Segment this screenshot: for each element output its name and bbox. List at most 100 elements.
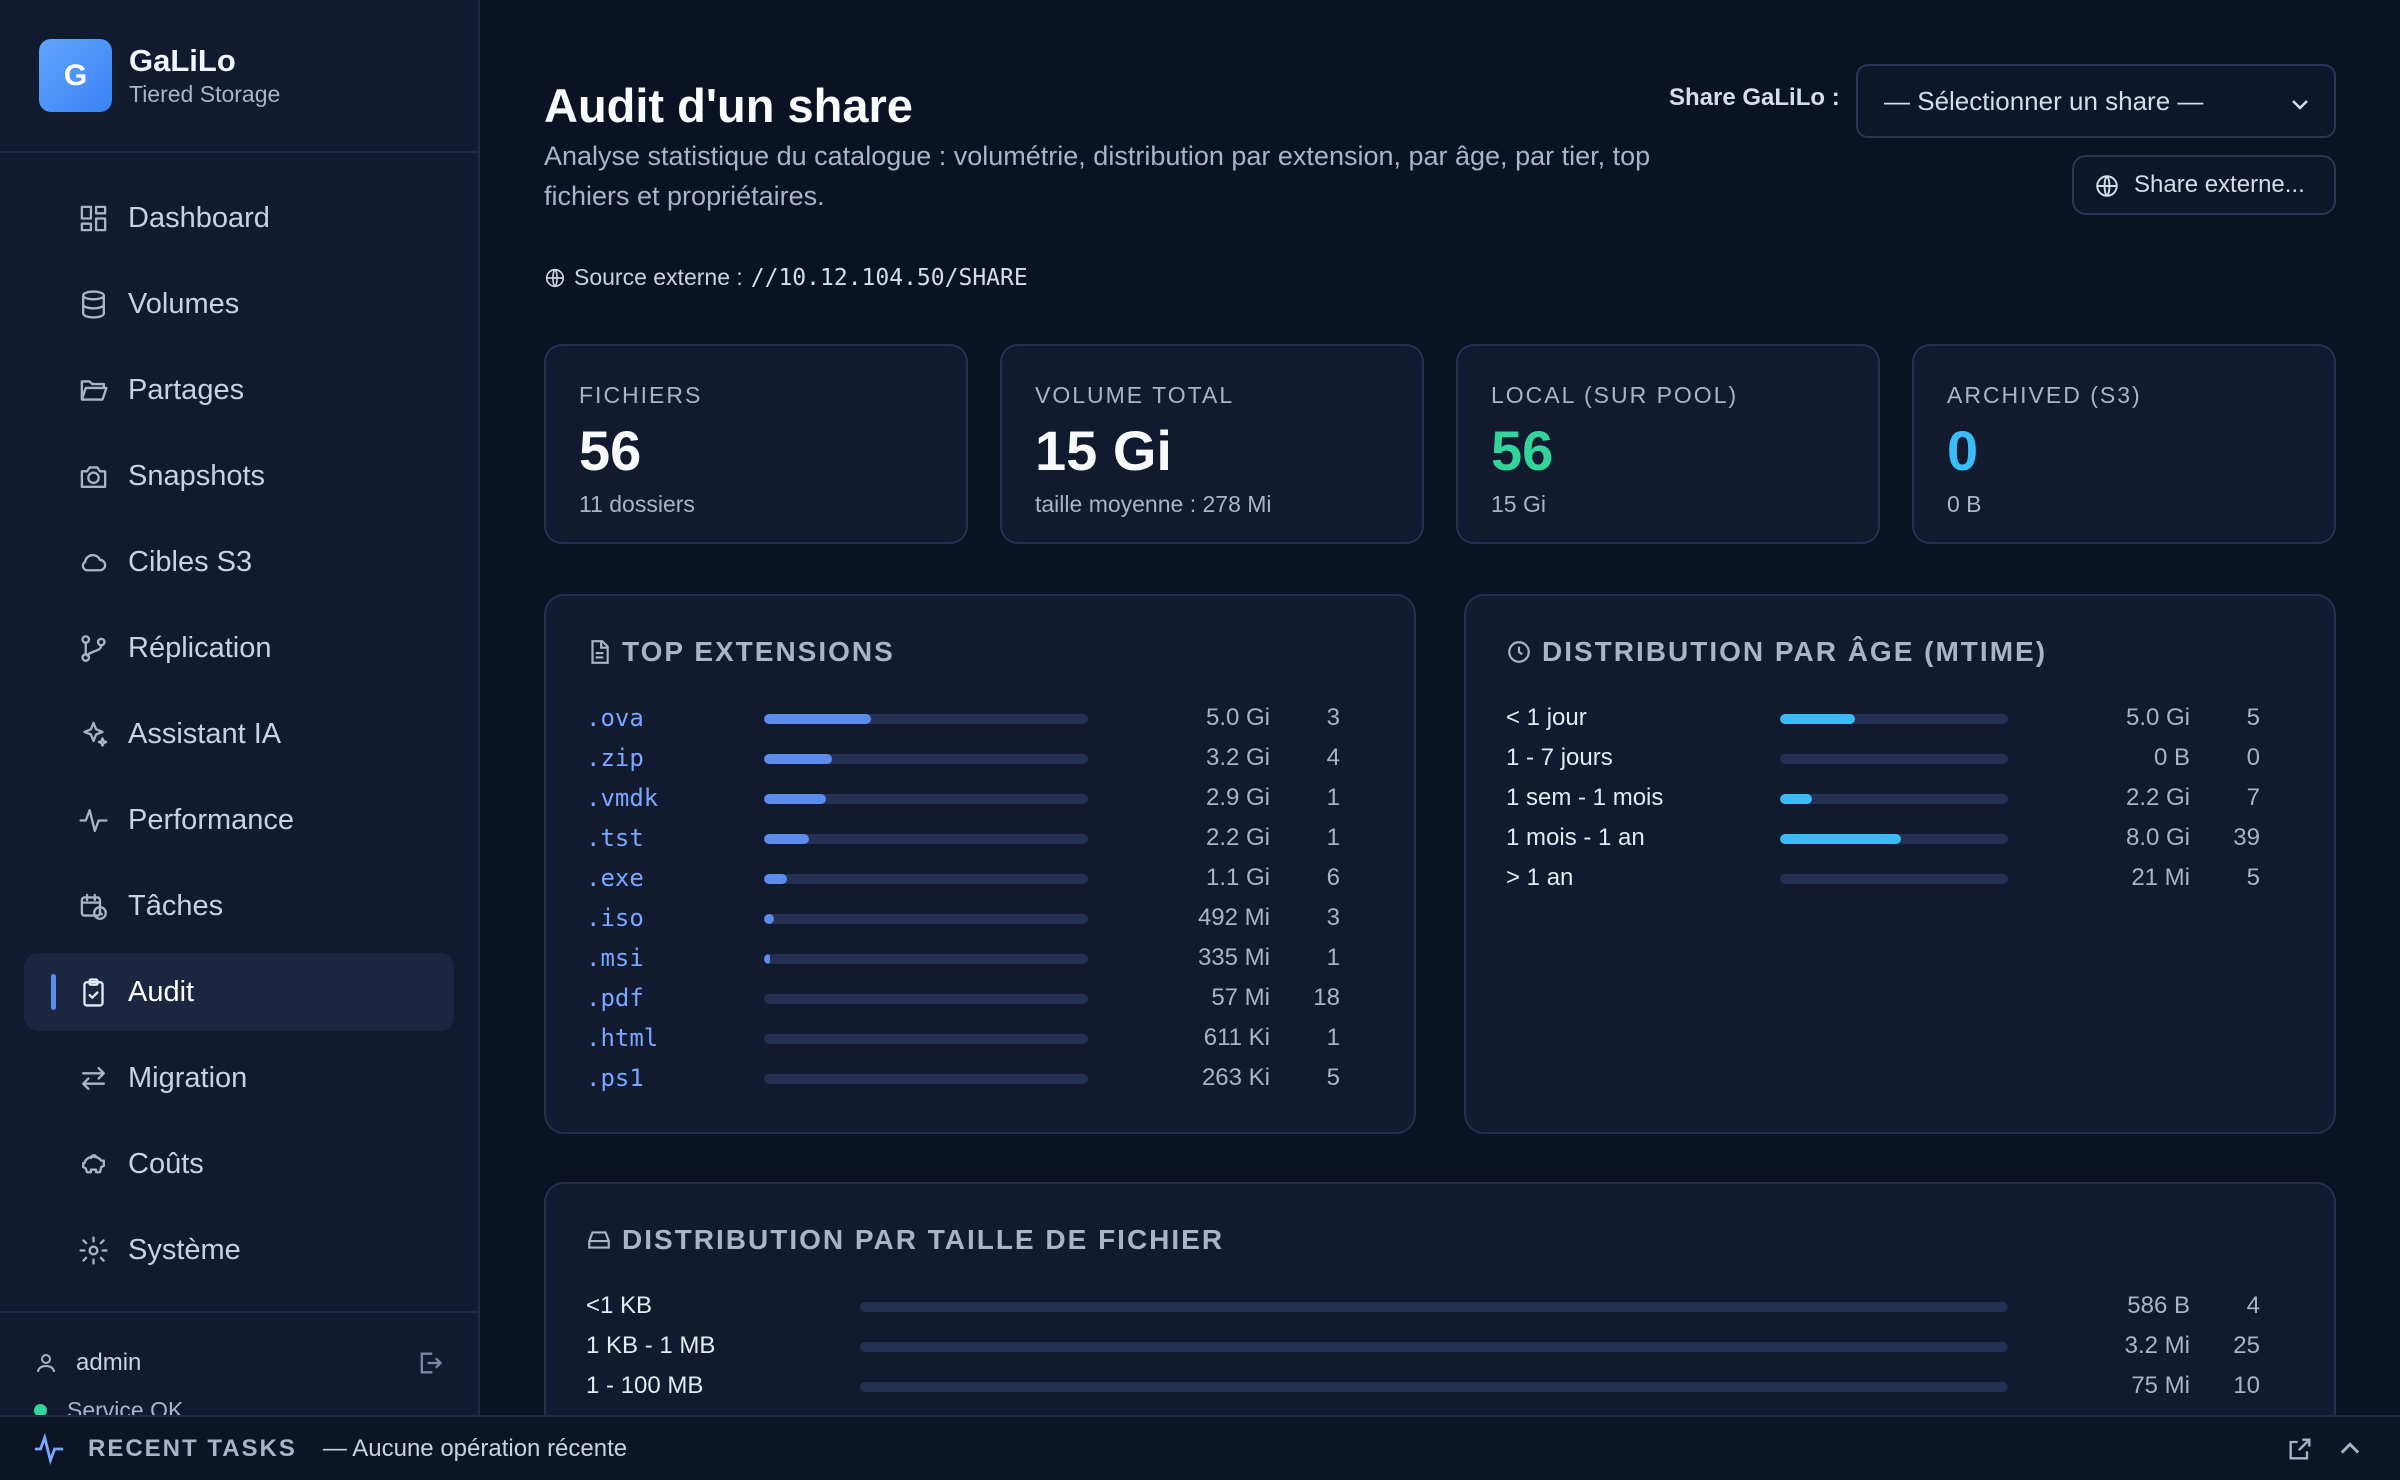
- stat-value: 0: [1947, 419, 1979, 482]
- row-size: 611 Ki: [1203, 1024, 1270, 1051]
- progress-fill: [1780, 794, 1812, 804]
- sidebar-item-partages[interactable]: Partages: [24, 351, 454, 429]
- sidebar-item-cibles-s3[interactable]: Cibles S3: [24, 523, 454, 601]
- row-size: 263 Ki: [1201, 1064, 1270, 1091]
- distribution-row: 1 - 100 MB 75 Mi 10: [546, 1366, 2336, 1406]
- sidebar-item-label: Snapshots: [128, 459, 266, 492]
- sidebar-item-label: Audit: [128, 975, 195, 1008]
- arrows-left-right-icon: [82, 1067, 105, 1090]
- progress-fill: [764, 874, 787, 884]
- row-label: .zip: [586, 744, 644, 772]
- sidebar-item-audit[interactable]: Audit: [24, 953, 454, 1031]
- sidebar-item-dashboard[interactable]: Dashboard: [24, 179, 454, 257]
- share-select-label: Share GaLiLo :: [1669, 84, 1840, 111]
- sidebar-item-label: Performance: [128, 803, 295, 836]
- stat-card: ARCHIVED (S3) 0 0 B: [1912, 344, 2336, 544]
- external-source: Source externe : //10.12.104.50/SHARE: [544, 264, 1028, 291]
- sidebar-item-volumes[interactable]: Volumes: [24, 265, 454, 343]
- size-distribution-panel: DISTRIBUTION PAR TAILLE DE FICHIER <1 KB…: [544, 1182, 2336, 1415]
- progress-fill: [764, 714, 871, 724]
- row-size: 21 Mi: [2131, 864, 2190, 891]
- age-distribution-title: DISTRIBUTION PAR ÂGE (MTIME): [1506, 636, 2047, 668]
- sidebar-item-r-plication[interactable]: Réplication: [24, 609, 454, 687]
- stat-subtext: 0 B: [1947, 491, 1982, 517]
- row-count: 25: [2233, 1332, 2260, 1359]
- progress-fill: [1780, 714, 1856, 724]
- sidebar-item-t-ches[interactable]: Tâches: [24, 867, 454, 945]
- sidebar-item-assistant-ia[interactable]: Assistant IA: [24, 695, 454, 773]
- brand-name: GaLiLo: [129, 42, 236, 78]
- distribution-row: < 1 jour 5.0 Gi 5: [1466, 698, 2336, 738]
- user-icon: [37, 1354, 55, 1373]
- sidebar-item-syst-me[interactable]: Système: [24, 1211, 454, 1289]
- git-branch-icon: [81, 635, 106, 662]
- external-share-button[interactable]: Share externe...: [2072, 155, 2336, 215]
- distribution-row: 1 sem - 1 mois 2.2 Gi 7: [1466, 778, 2336, 818]
- row-size: 1.1 Gi: [1205, 864, 1270, 891]
- brand: G GaLiLo Tiered Storage: [0, 0, 478, 153]
- distribution-row: .iso 492 Mi 3: [546, 898, 1416, 938]
- sparkles-icon: [83, 721, 108, 747]
- folder-open-icon: [80, 380, 108, 401]
- chevron-up-icon[interactable]: [2336, 1435, 2364, 1463]
- top-extensions-panel: TOP EXTENSIONS .ova 5.0 Gi 3 .zip 3.2 Gi 4 .vm…: [544, 594, 1416, 1134]
- row-count: 1: [1326, 784, 1340, 811]
- stat-subtext: taille moyenne : 278 Mi: [1035, 491, 1272, 517]
- stat-card: VOLUME TOTAL 15 Gi taille moyenne : 278 Mi: [1000, 344, 1424, 544]
- recent-tasks-bar[interactable]: RECENT TASKS — Aucune opération récente: [0, 1415, 2400, 1480]
- external-link-icon[interactable]: [2286, 1435, 2314, 1463]
- row-count: 1: [1326, 944, 1340, 971]
- row-label: 1 - 7 jours: [1506, 744, 1613, 771]
- progress-track: [860, 1382, 2008, 1392]
- row-size: 5.0 Gi: [1205, 704, 1270, 731]
- panel-title-text: TOP EXTENSIONS: [622, 636, 895, 667]
- sidebar-item-label: Réplication: [128, 631, 272, 664]
- progress-track: [1780, 754, 2008, 764]
- main-content: Audit d'un share Analyse statistique du …: [482, 0, 2400, 1415]
- sidebar-item-migration[interactable]: Migration: [24, 1039, 454, 1117]
- stat-label: VOLUME TOTAL: [1035, 382, 1235, 408]
- brand-subtitle: Tiered Storage: [129, 80, 281, 107]
- row-size: 5.0 Gi: [2125, 704, 2190, 731]
- progress-track: [764, 874, 1088, 884]
- sidebar-item-snapshots[interactable]: Snapshots: [24, 437, 454, 515]
- sidebar-item-performance[interactable]: Performance: [24, 781, 454, 859]
- distribution-row: .html 611 Ki 1: [546, 1018, 1416, 1058]
- progress-track: [764, 954, 1088, 964]
- progress-track: [1780, 834, 2008, 844]
- stat-value: 56: [579, 419, 642, 482]
- brand-logo: G: [39, 39, 112, 112]
- external-share-button-label: Share externe...: [2134, 171, 2305, 198]
- username: admin: [76, 1349, 142, 1376]
- gear-icon: [79, 1236, 108, 1265]
- progress-track: [860, 1302, 2008, 1312]
- logout-icon[interactable]: [416, 1349, 444, 1377]
- sidebar-item-co-ts[interactable]: Coûts: [24, 1125, 454, 1203]
- database-icon: [82, 290, 105, 319]
- row-count: 1: [1326, 1024, 1340, 1051]
- progress-track: [764, 834, 1088, 844]
- row-label: .iso: [586, 904, 644, 932]
- stat-subtext: 11 dossiers: [579, 491, 695, 517]
- distribution-row: .msi 335 Mi 1: [546, 938, 1416, 978]
- distribution-row: 1 - 7 jours 0 B 0: [1466, 738, 2336, 778]
- sidebar-item-label: Système: [128, 1233, 241, 1266]
- progress-track: [764, 914, 1088, 924]
- sidebar-item-label: Assistant IA: [128, 717, 282, 750]
- progress-track: [764, 754, 1088, 764]
- sidebar-item-label: Coûts: [128, 1147, 204, 1180]
- stat-subtext: 15 Gi: [1491, 491, 1546, 517]
- sidebar-nav: Dashboard Volumes Partages Snapshots Cibles …: [0, 153, 478, 1289]
- share-select[interactable]: — Sélectionner un share —: [1856, 64, 2336, 138]
- row-count: 5: [1326, 1064, 1340, 1091]
- row-label: .ps1: [586, 1064, 644, 1092]
- top-extensions-title: TOP EXTENSIONS: [586, 636, 895, 668]
- distribution-row: .exe 1.1 Gi 6: [546, 858, 1416, 898]
- progress-track: [764, 714, 1088, 724]
- row-count: 5: [2246, 864, 2260, 891]
- progress-track: [764, 1034, 1088, 1044]
- stat-label: FICHIERS: [579, 382, 703, 408]
- row-count: 4: [1326, 744, 1340, 771]
- progress-track: [764, 794, 1088, 804]
- distribution-row: .ps1 263 Ki 5: [546, 1058, 1416, 1098]
